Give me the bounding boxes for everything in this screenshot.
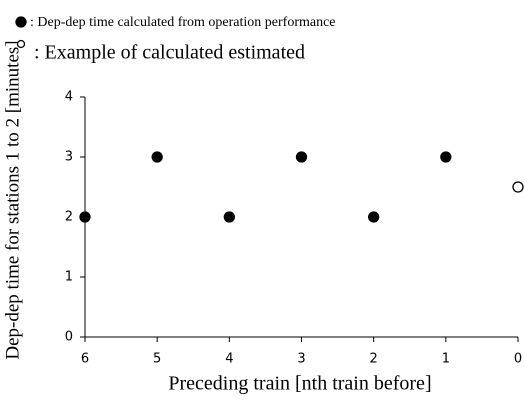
legend-marker	[16, 39, 26, 49]
x-axis-label: Preceding train [nth train before]	[168, 373, 431, 395]
x-tick-label: 2	[370, 352, 378, 367]
legend-label: : Example of calculated estimated	[34, 42, 305, 64]
y-tick-label: 3	[65, 150, 73, 165]
y-tick-label: 1	[65, 270, 73, 285]
y-tick-label: 2	[65, 210, 73, 225]
x-tick-label: 3	[297, 352, 305, 367]
x-tick-label: 0	[514, 352, 522, 367]
scatter-point	[512, 181, 524, 193]
scatter-point	[440, 151, 452, 163]
legend-label: : Dep-dep time calculated from operation…	[30, 15, 336, 30]
scatter-point	[368, 211, 380, 223]
x-tick-label: 5	[153, 352, 161, 367]
scatter-point	[79, 211, 91, 223]
y-tick-label: 0	[65, 330, 73, 345]
scatter-point	[295, 151, 308, 163]
x-tick-label: 4	[225, 352, 233, 367]
y-axis-label: Dep-dep time for stations 1 to 2 [minute…	[2, 40, 23, 359]
y-tick-label: 4	[65, 90, 73, 105]
legend-marker	[15, 16, 27, 28]
scatter-point	[151, 151, 163, 163]
x-tick-label: 1	[442, 352, 450, 367]
x-tick-label: 6	[81, 352, 89, 367]
scatter-point	[223, 211, 235, 223]
